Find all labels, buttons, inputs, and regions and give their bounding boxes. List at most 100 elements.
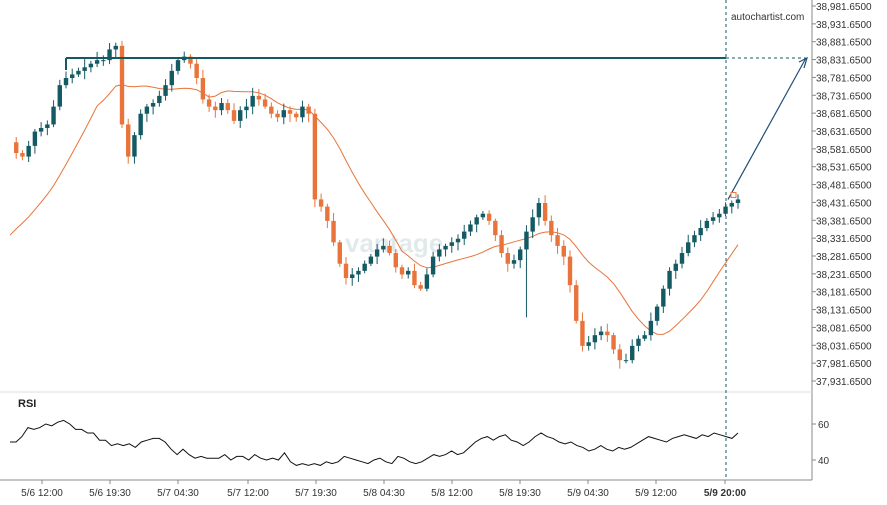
- moving-average-line: [9, 84, 739, 335]
- rsi-tick-label: 40: [818, 456, 830, 467]
- candle-body: [617, 349, 622, 361]
- price-tick-label: 38,431.6500: [816, 198, 872, 209]
- time-tick-label: 5/7 04:30: [157, 488, 199, 499]
- candle-body: [480, 213, 486, 218]
- candle-body: [393, 253, 398, 268]
- moving-average-layer: [9, 84, 739, 335]
- candle-body: [406, 270, 411, 275]
- candle-body: [312, 113, 318, 200]
- price-tick-label: 38,381.6500: [816, 216, 872, 227]
- rsi-line: [10, 419, 739, 466]
- candle-body: [14, 142, 19, 154]
- candle-body: [636, 338, 641, 346]
- candle-body: [717, 213, 722, 218]
- forecast-arrow-head: [798, 56, 808, 69]
- candle-body: [530, 217, 535, 232]
- candle-body: [374, 249, 380, 257]
- candle-body: [200, 78, 206, 100]
- candle-body: [686, 242, 691, 254]
- candle-body: [38, 128, 44, 132]
- price-tick-label: 38,481.6500: [816, 181, 872, 192]
- candle-body: [225, 103, 230, 111]
- brand-label: autochartist.com: [731, 12, 804, 23]
- candle-body: [679, 253, 685, 264]
- candle-body: [45, 124, 50, 129]
- price-tick-label: 38,681.6500: [816, 109, 872, 120]
- candle-body: [138, 113, 143, 136]
- candle-body: [132, 135, 137, 157]
- candle-body: [536, 203, 542, 218]
- candle-body: [76, 70, 81, 75]
- time-tick-label: 5/7 12:00: [227, 488, 269, 499]
- candle-body: [188, 56, 193, 64]
- price-tick-label: 38,281.6500: [816, 252, 872, 263]
- candle-body: [698, 228, 703, 236]
- candle-body: [256, 95, 262, 100]
- candle-body: [387, 245, 392, 254]
- candle-body: [505, 253, 510, 264]
- candle-body: [399, 267, 405, 275]
- candle-body: [250, 95, 255, 107]
- price-tick-label: 38,781.6500: [816, 73, 872, 84]
- candle-body: [673, 263, 678, 271]
- pattern-overlay: [65, 0, 808, 480]
- price-tick-label: 38,331.6500: [816, 234, 872, 245]
- rsi-label: RSI: [18, 398, 36, 410]
- candle-body: [468, 224, 473, 232]
- candle-body: [561, 245, 566, 257]
- candle-body: [542, 203, 548, 221]
- candle-body: [82, 67, 87, 71]
- candle-body: [611, 335, 616, 350]
- candle-body: [580, 320, 585, 346]
- forecast-arrow-line: [727, 57, 807, 200]
- candle-body: [362, 263, 367, 271]
- candle-body: [518, 249, 523, 261]
- candle-body: [157, 95, 162, 104]
- candle-body: [424, 274, 430, 289]
- candle-body: [63, 78, 69, 86]
- price-tick-label: 38,931.6500: [816, 20, 872, 31]
- candle-body: [194, 63, 199, 79]
- candle-body: [306, 106, 311, 114]
- candle-body: [654, 306, 660, 321]
- candle-body: [26, 145, 31, 157]
- time-tick-label: 5/9 04:30: [567, 488, 609, 499]
- price-tick-label: 38,881.6500: [816, 38, 872, 49]
- candle-body: [430, 256, 436, 275]
- candle-body: [206, 99, 212, 107]
- candle-body: [325, 206, 330, 221]
- candle-body: [350, 274, 355, 279]
- price-tick-label: 38,831.6500: [816, 56, 872, 67]
- time-tick-label: 5/7 19:30: [295, 488, 337, 499]
- candlestick-layer: [14, 40, 741, 369]
- price-tick-label: 37,931.6500: [816, 377, 872, 388]
- candle-body: [418, 285, 423, 289]
- time-axis: 5/6 12:00 5/6 19:30 5/7 04:30 5/7 12:00 5/7 …: [21, 480, 747, 499]
- candle-body: [511, 260, 517, 264]
- candle-body: [437, 249, 442, 257]
- candle-body: [735, 199, 741, 204]
- candle-body: [101, 60, 106, 62]
- candle-body: [443, 245, 448, 250]
- price-tick-label: 38,081.6500: [816, 323, 872, 334]
- price-tick-label: 38,031.6500: [816, 341, 872, 352]
- candle-body: [549, 220, 554, 236]
- vantage-watermark: vantage: [345, 228, 443, 258]
- candle-body: [231, 110, 237, 121]
- candle-body: [710, 217, 716, 221]
- candle-body: [107, 49, 112, 61]
- candle-body: [150, 103, 156, 107]
- candle-body: [262, 99, 268, 107]
- price-tick-label: 38,981.6500: [816, 2, 872, 13]
- candle-body: [455, 238, 461, 243]
- price-tick-label: 38,531.6500: [816, 163, 872, 174]
- rsi-tick-label: 60: [818, 420, 830, 431]
- price-tick-label: 38,631.6500: [816, 127, 872, 138]
- candle-body: [51, 106, 56, 125]
- candle-body: [318, 199, 324, 207]
- candle-body: [667, 270, 672, 289]
- candle-body: [412, 270, 417, 286]
- time-tick-label: 5/6 19:30: [89, 488, 131, 499]
- rsi-panel: 60 40: [10, 419, 830, 467]
- candle-body: [704, 220, 710, 229]
